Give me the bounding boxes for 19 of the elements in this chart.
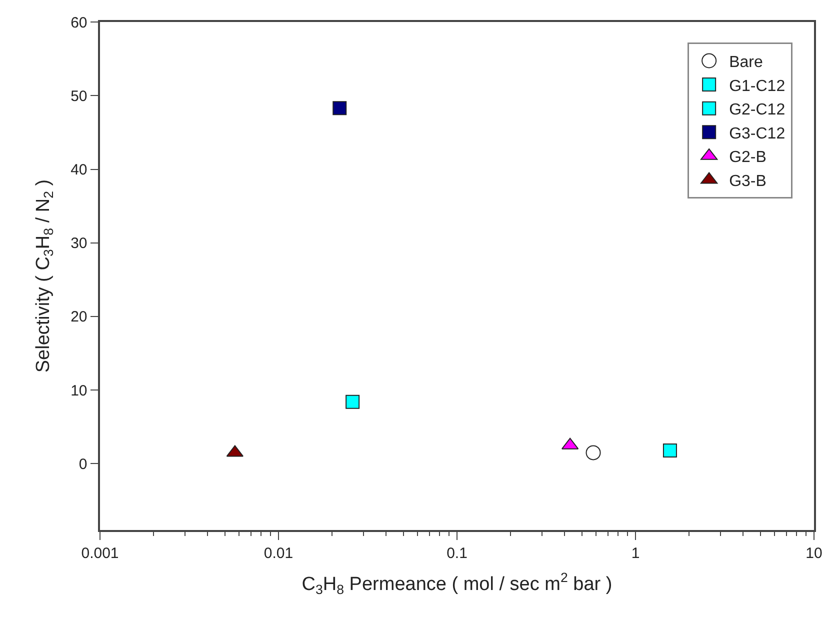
y-tick-label: 0 [78,456,88,473]
x-tick-label: 0.01 [264,544,294,562]
y-tick-label: 60 [70,14,88,32]
legend-label: Bare [729,54,763,71]
x-tick-label: 0.001 [81,544,119,562]
x-axis-title: C$_{3}$H$_{8}$ Permeance ( mol / sec m$^{2}$ bar ) [302,570,612,598]
legend-label: G3-C12 [729,125,786,142]
y-tick-label: 20 [70,308,88,326]
y-tick-label: 40 [70,162,88,178]
x-tick-label: 10 [806,544,822,562]
y-tick-label: 10 [70,382,88,400]
y-tick-label: 30 [70,235,88,252]
legend-label: G3-B [729,172,766,190]
y-tick-label: 50 [70,88,88,105]
legend-label: G2-B [729,149,766,166]
x-tick-label: 0.1 [446,544,468,562]
legend-label: G2-C12 [729,102,786,119]
legend-label: G1-C12 [729,78,786,95]
x-tick-label: 1 [631,544,640,562]
